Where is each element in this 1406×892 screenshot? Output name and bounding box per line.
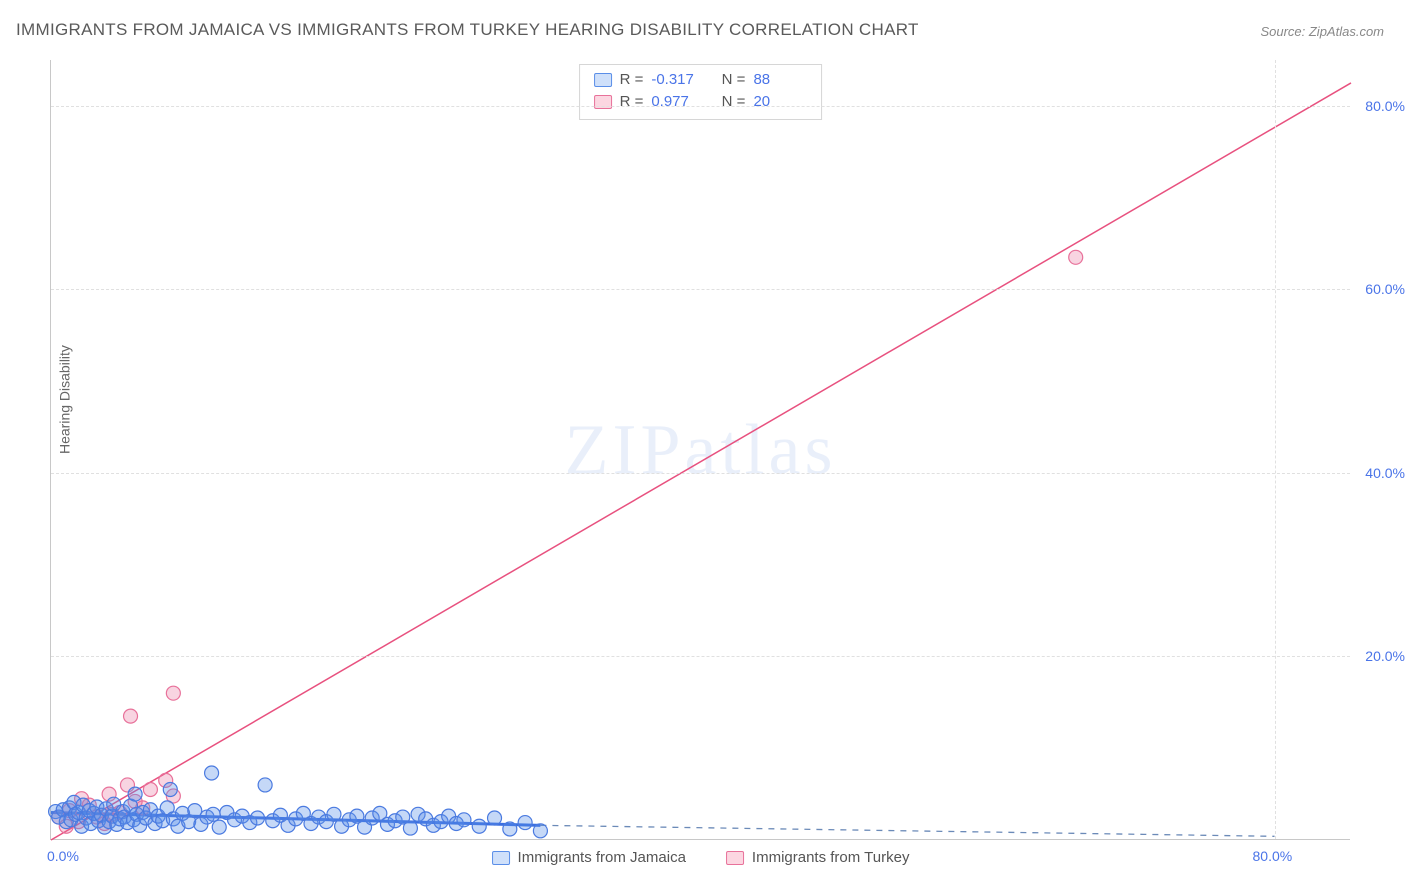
- data-point: [128, 787, 142, 801]
- legend-swatch: [492, 851, 510, 865]
- stats-n-label: N =: [713, 69, 745, 91]
- data-point: [205, 766, 219, 780]
- stats-r-label: R =: [620, 91, 644, 113]
- y-tick-label: 80.0%: [1365, 98, 1405, 114]
- stats-row: R = 0.977 N = 20: [594, 91, 808, 113]
- data-point: [124, 709, 138, 723]
- data-point: [258, 778, 272, 792]
- trend-line: [540, 825, 1274, 836]
- legend-swatch: [726, 851, 744, 865]
- gridline-horizontal: [51, 656, 1350, 657]
- data-point: [250, 811, 264, 825]
- trend-line: [51, 83, 1351, 840]
- data-point: [143, 783, 157, 797]
- bottom-legend: Immigrants from Jamaica Immigrants from T…: [492, 849, 910, 866]
- data-point: [488, 811, 502, 825]
- data-point: [1069, 250, 1083, 264]
- gridline-vertical: [1275, 60, 1276, 839]
- chart-title: IMMIGRANTS FROM JAMAICA VS IMMIGRANTS FR…: [16, 20, 919, 40]
- stats-box: R = -0.317 N = 88R = 0.977 N = 20: [579, 64, 823, 120]
- legend-swatch: [594, 95, 612, 109]
- legend-item: Immigrants from Turkey: [726, 849, 910, 866]
- source-attribution: Source: ZipAtlas.com: [1260, 24, 1384, 39]
- stats-n-label: N =: [713, 91, 745, 113]
- stats-n-value: 88: [753, 69, 807, 91]
- stats-n-value: 20: [753, 91, 807, 113]
- y-tick-label: 60.0%: [1365, 281, 1405, 297]
- y-tick-label: 40.0%: [1365, 465, 1405, 481]
- stats-r-value: 0.977: [651, 91, 705, 113]
- gridline-horizontal: [51, 289, 1350, 290]
- stats-r-label: R =: [620, 69, 644, 91]
- data-point: [163, 783, 177, 797]
- chart-svg: [51, 60, 1350, 839]
- legend-label: Immigrants from Jamaica: [518, 849, 686, 866]
- x-tick-label: 80.0%: [1253, 848, 1293, 864]
- data-point: [472, 819, 486, 833]
- legend-label: Immigrants from Turkey: [752, 849, 910, 866]
- data-point: [212, 820, 226, 834]
- legend-item: Immigrants from Jamaica: [492, 849, 686, 866]
- data-point: [533, 824, 547, 838]
- data-point: [206, 807, 220, 821]
- gridline-horizontal: [51, 106, 1350, 107]
- legend-swatch: [594, 73, 612, 87]
- data-point: [166, 686, 180, 700]
- y-tick-label: 20.0%: [1365, 648, 1405, 664]
- x-tick-label: 0.0%: [47, 848, 79, 864]
- gridline-horizontal: [51, 473, 1350, 474]
- data-point: [518, 816, 532, 830]
- data-point: [457, 813, 471, 827]
- plot-area: ZIPatlas R = -0.317 N = 88R = 0.977 N = …: [50, 60, 1350, 840]
- data-point: [503, 822, 517, 836]
- stats-row: R = -0.317 N = 88: [594, 69, 808, 91]
- data-point: [403, 821, 417, 835]
- stats-r-value: -0.317: [651, 69, 705, 91]
